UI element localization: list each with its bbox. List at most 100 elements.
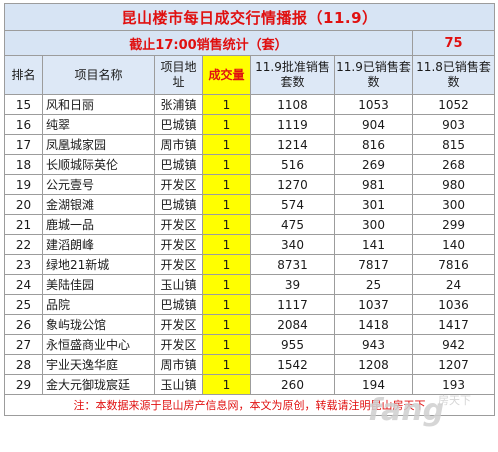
sold-prev-cell: 24 — [411, 274, 496, 295]
sold-prev-cell: 193 — [411, 374, 496, 395]
approved-cell: 39 — [250, 274, 335, 295]
table-row: 18 长顺城际英伦 巴城镇 1 516 269 268 — [4, 154, 496, 175]
table-row: 28 宇业天逸华庭 周市镇 1 1542 1208 1207 — [4, 354, 496, 375]
table-row: 26 象屿珑公馆 开发区 1 2084 1418 1417 — [4, 314, 496, 335]
rank-cell: 28 — [4, 354, 43, 375]
subtitle-label: 截止17:00销售统计（套） — [4, 30, 413, 56]
table-row: 24 美陆佳园 玉山镇 1 39 25 24 — [4, 274, 496, 295]
header-sold-today: 11.9已销售套数 — [334, 55, 413, 95]
project-name-cell: 象屿珑公馆 — [42, 314, 155, 335]
project-name-cell: 金大元御珑宸廷 — [42, 374, 155, 395]
rank-cell: 16 — [4, 114, 43, 135]
location-cell: 巴城镇 — [154, 294, 203, 315]
location-cell: 周市镇 — [154, 354, 203, 375]
note-row: 注：本数据来源于昆山房产信息网，本文为原创，转载请注明昆山房天下 — [3, 394, 496, 416]
title-row: 昆山楼市每日成交行情播报（11.9） — [3, 3, 496, 31]
location-cell: 巴城镇 — [154, 154, 203, 175]
sold-today-cell: 301 — [334, 194, 413, 215]
sold-prev-cell: 268 — [411, 154, 496, 175]
header-sold-prev: 11.8已销售套数 — [411, 55, 496, 95]
sold-today-cell: 1037 — [334, 294, 413, 315]
sold-today-cell: 141 — [334, 234, 413, 255]
approved-cell: 260 — [250, 374, 335, 395]
page-title: 昆山楼市每日成交行情播报（11.9） — [3, 3, 496, 31]
approved-cell: 955 — [250, 334, 335, 355]
sold-prev-cell: 1052 — [411, 94, 496, 115]
table-row: 15 风和日丽 张浦镇 1 1108 1053 1052 — [4, 94, 496, 115]
sold-today-cell: 816 — [334, 134, 413, 155]
sold-today-cell: 1418 — [334, 314, 413, 335]
table-row: 22 建滔朗峰 开发区 1 340 141 140 — [4, 234, 496, 255]
approved-cell: 1542 — [250, 354, 335, 375]
header-project: 项目名称 — [42, 55, 155, 95]
volume-cell: 1 — [202, 194, 251, 215]
sold-today-cell: 1053 — [334, 94, 413, 115]
sold-today-cell: 904 — [334, 114, 413, 135]
table-row: 16 纯翠 巴城镇 1 1119 904 903 — [4, 114, 496, 135]
rank-cell: 22 — [4, 234, 43, 255]
volume-cell: 1 — [202, 374, 251, 395]
sold-prev-cell: 1207 — [411, 354, 496, 375]
rank-cell: 17 — [4, 134, 43, 155]
location-cell: 巴城镇 — [154, 114, 203, 135]
table-row: 21 鹿城一品 开发区 1 475 300 299 — [4, 214, 496, 235]
volume-cell: 1 — [202, 234, 251, 255]
project-name-cell: 绿地21新城 — [42, 254, 155, 275]
location-cell: 开发区 — [154, 254, 203, 275]
sold-prev-cell: 140 — [411, 234, 496, 255]
project-name-cell: 永恒盛商业中心 — [42, 334, 155, 355]
rank-cell: 15 — [4, 94, 43, 115]
rank-cell: 27 — [4, 334, 43, 355]
header-rank: 排名 — [4, 55, 43, 95]
volume-cell: 1 — [202, 294, 251, 315]
table-row: 20 金湖银滩 巴城镇 1 574 301 300 — [4, 194, 496, 215]
header-approved: 11.9批准销售套数 — [250, 55, 335, 95]
rank-cell: 26 — [4, 314, 43, 335]
sold-today-cell: 269 — [334, 154, 413, 175]
sold-prev-cell: 300 — [411, 194, 496, 215]
sales-table: 昆山楼市每日成交行情播报（11.9） 截止17:00销售统计（套） 75 排名 … — [3, 3, 496, 416]
location-cell: 开发区 — [154, 174, 203, 195]
approved-cell: 1117 — [250, 294, 335, 315]
rank-cell: 19 — [4, 174, 43, 195]
sold-prev-cell: 942 — [411, 334, 496, 355]
sold-today-cell: 1208 — [334, 354, 413, 375]
rank-cell: 29 — [4, 374, 43, 395]
project-name-cell: 凤凰城家园 — [42, 134, 155, 155]
total-count: 75 — [411, 30, 496, 56]
project-name-cell: 鹿城一品 — [42, 214, 155, 235]
project-name-cell: 建滔朗峰 — [42, 234, 155, 255]
project-name-cell: 宇业天逸华庭 — [42, 354, 155, 375]
volume-cell: 1 — [202, 314, 251, 335]
header-location: 项目地址 — [154, 55, 203, 95]
approved-cell: 475 — [250, 214, 335, 235]
approved-cell: 516 — [250, 154, 335, 175]
approved-cell: 1108 — [250, 94, 335, 115]
table-row: 19 公元壹号 开发区 1 1270 981 980 — [4, 174, 496, 195]
sold-prev-cell: 980 — [411, 174, 496, 195]
volume-cell: 1 — [202, 94, 251, 115]
sold-prev-cell: 903 — [411, 114, 496, 135]
rank-cell: 18 — [4, 154, 43, 175]
volume-cell: 1 — [202, 134, 251, 155]
location-cell: 开发区 — [154, 334, 203, 355]
project-name-cell: 金湖银滩 — [42, 194, 155, 215]
approved-cell: 1214 — [250, 134, 335, 155]
volume-cell: 1 — [202, 334, 251, 355]
table-body: 15 风和日丽 张浦镇 1 1108 1053 1052 16 纯翠 巴城镇 1… — [4, 94, 496, 395]
project-name-cell: 美陆佳园 — [42, 274, 155, 295]
sold-prev-cell: 299 — [411, 214, 496, 235]
subtitle-row: 截止17:00销售统计（套） 75 — [4, 30, 496, 56]
sold-today-cell: 943 — [334, 334, 413, 355]
volume-cell: 1 — [202, 254, 251, 275]
rank-cell: 25 — [4, 294, 43, 315]
location-cell: 玉山镇 — [154, 274, 203, 295]
table-row: 23 绿地21新城 开发区 1 8731 7817 7816 — [4, 254, 496, 275]
location-cell: 开发区 — [154, 214, 203, 235]
rank-cell: 21 — [4, 214, 43, 235]
project-name-cell: 长顺城际英伦 — [42, 154, 155, 175]
table-row: 27 永恒盛商业中心 开发区 1 955 943 942 — [4, 334, 496, 355]
header-volume: 成交量 — [202, 55, 251, 95]
volume-cell: 1 — [202, 154, 251, 175]
location-cell: 开发区 — [154, 234, 203, 255]
